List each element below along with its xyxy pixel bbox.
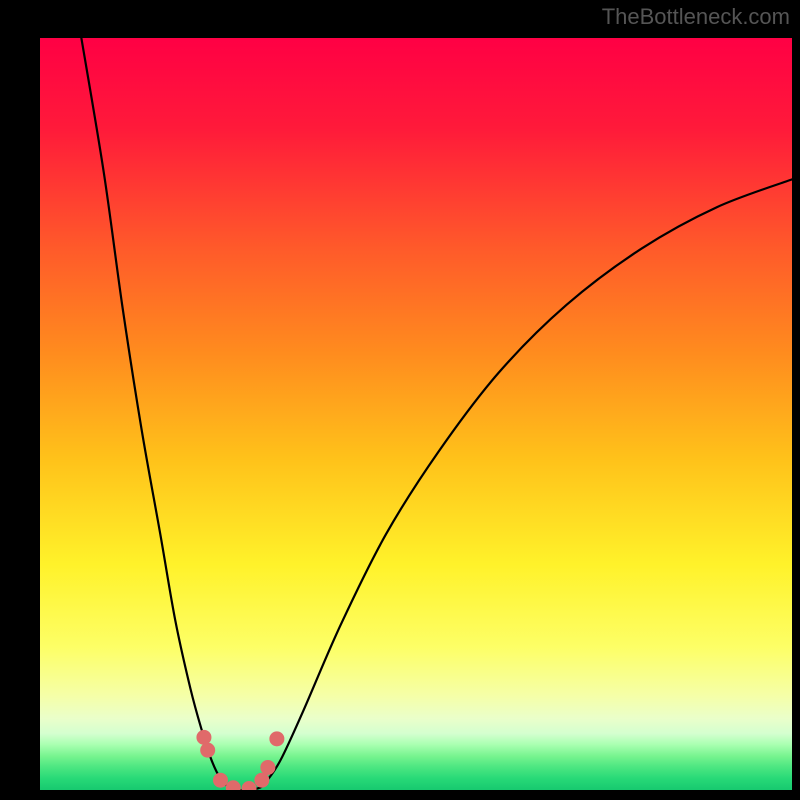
watermark-text: TheBottleneck.com <box>602 4 790 29</box>
chart-svg: TheBottleneck.com <box>0 0 800 800</box>
curve-marker <box>200 743 215 758</box>
gradient-background <box>40 38 792 790</box>
curve-marker <box>254 773 269 788</box>
curve-marker <box>260 760 275 775</box>
curve-marker <box>213 773 228 788</box>
plot-area <box>40 38 792 796</box>
chart-root: TheBottleneck.com <box>0 0 800 800</box>
curve-marker <box>269 731 284 746</box>
curve-marker <box>196 730 211 745</box>
